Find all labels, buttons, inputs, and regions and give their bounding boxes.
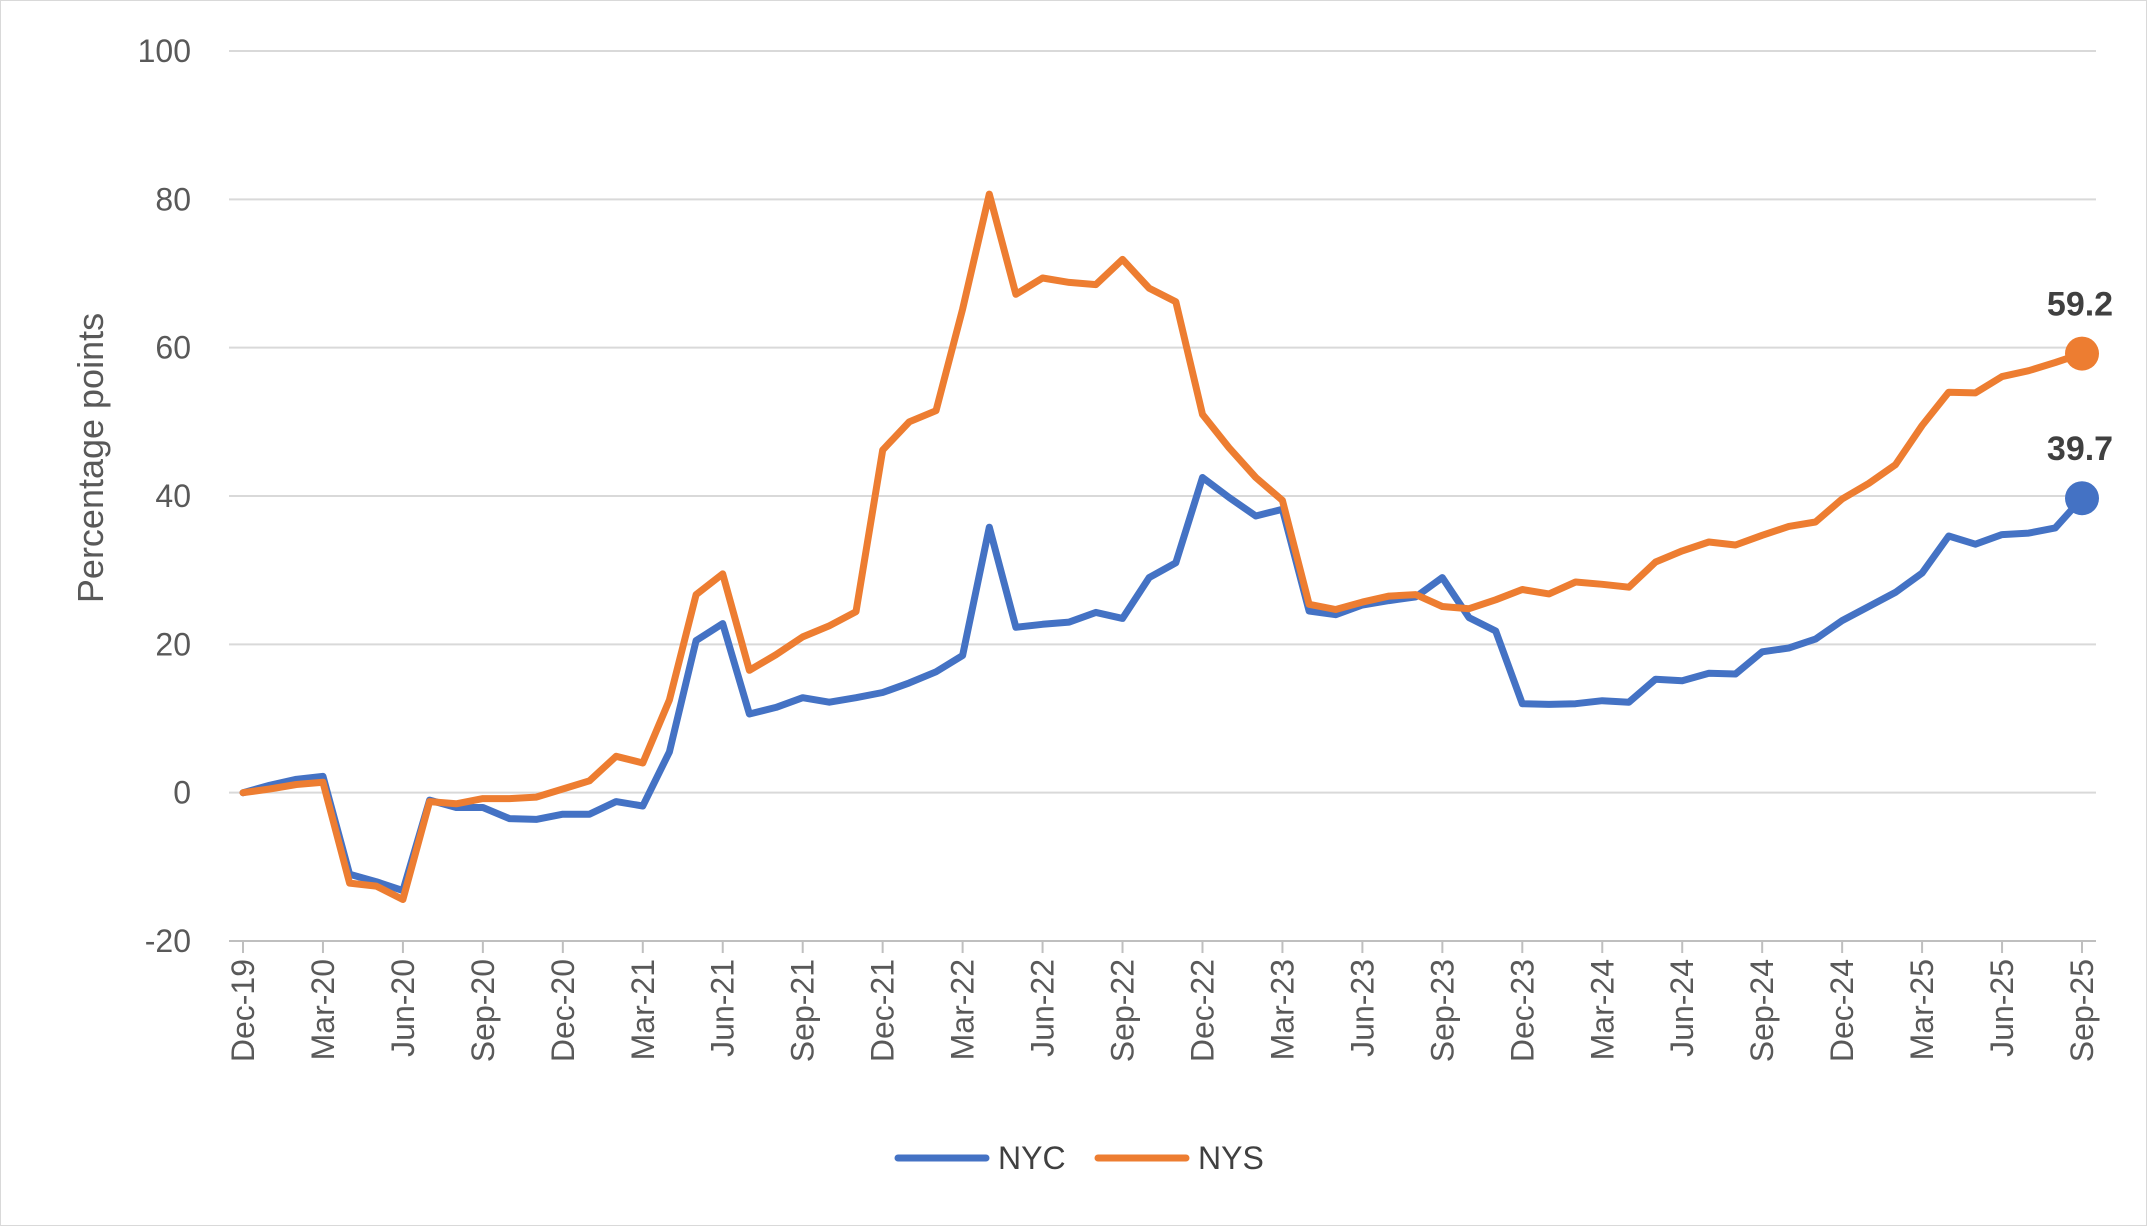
legend-label-nyc: NYC — [998, 1140, 1066, 1176]
end-marker-nys — [2065, 336, 2099, 371]
x-tick-label: Jun-23 — [1344, 959, 1380, 1057]
x-tick-label: Mar-24 — [1584, 959, 1620, 1060]
x-tick-label: Jun-24 — [1664, 959, 1700, 1057]
y-tick-label: -20 — [145, 923, 191, 959]
y-tick-label: 80 — [155, 181, 191, 217]
x-tick-label: Sep-22 — [1105, 959, 1141, 1062]
x-tick-label: Sep-23 — [1424, 959, 1460, 1062]
end-marker-nyc — [2065, 481, 2099, 516]
y-tick-label: 100 — [138, 33, 191, 69]
y-tick-label: 20 — [155, 626, 191, 662]
x-tick-label: Dec-22 — [1184, 959, 1220, 1062]
series-lines — [239, 190, 2086, 903]
series-end-markers: 59.2 39.7 — [2047, 286, 2113, 516]
gridlines — [229, 50, 2096, 942]
x-tick-label: Dec-21 — [865, 959, 901, 1062]
x-tick-label: Mar-25 — [1904, 959, 1940, 1060]
x-tick-label: Dec-23 — [1504, 959, 1540, 1062]
legend-label-nys: NYS — [1198, 1140, 1264, 1176]
x-tick-label: Dec-20 — [545, 959, 581, 1062]
x-tick-label: Jun-25 — [1984, 959, 2020, 1057]
x-tick-label: Mar-20 — [305, 959, 341, 1060]
series-line-nyc — [239, 474, 2086, 895]
y-tick-label: 60 — [155, 330, 191, 366]
series-line-nys — [239, 190, 2086, 903]
x-tick-label: Mar-22 — [945, 959, 981, 1060]
end-value-label-nys: 59.2 — [2047, 286, 2113, 324]
x-tick-label: Dec-19 — [225, 959, 261, 1062]
x-tick-label: Mar-21 — [625, 959, 661, 1060]
y-tick-label: 40 — [155, 478, 191, 514]
y-axis-tick-labels: -20 0 20 40 60 80 100 — [138, 33, 191, 959]
legend: NYC NYS — [894, 1140, 1264, 1176]
x-tick-label: Dec-24 — [1824, 959, 1860, 1062]
x-axis-tick-labels: Dec-19 Mar-20 Jun-20 Sep-20 Dec-20 Mar-21 Jun-… — [225, 959, 2100, 1062]
x-tick-label: Jun-22 — [1025, 959, 1061, 1057]
end-value-label-nyc: 39.7 — [2047, 430, 2113, 468]
x-tick-label: Sep-21 — [785, 959, 821, 1062]
y-axis-title: Percentage points — [70, 313, 111, 603]
x-tick-label: Mar-23 — [1264, 959, 1300, 1060]
y-tick-label: 0 — [173, 775, 191, 811]
x-tick-label: Sep-20 — [465, 959, 501, 1062]
x-tick-label: Jun-20 — [385, 959, 421, 1057]
x-tick-label: Sep-24 — [1744, 959, 1780, 1062]
x-tick-label: Jun-21 — [705, 959, 741, 1057]
x-tick-label: Sep-25 — [2064, 959, 2100, 1062]
